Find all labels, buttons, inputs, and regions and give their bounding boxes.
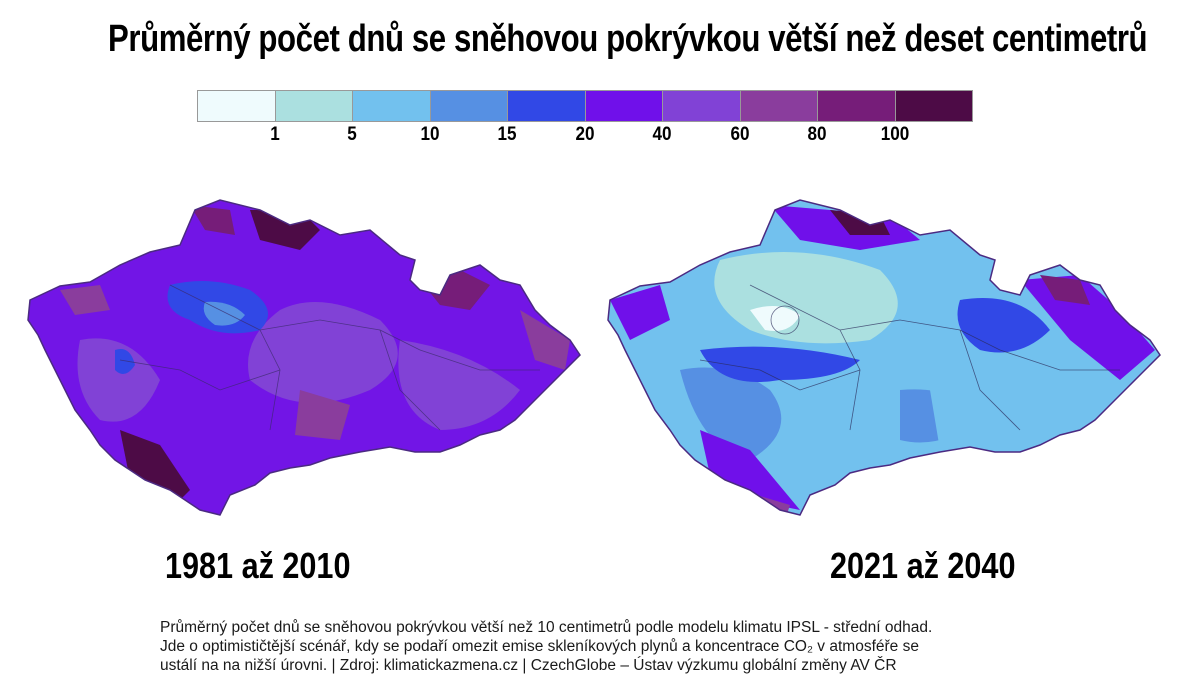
legend-swatch-0 (198, 91, 276, 121)
snow-zone-80 (60, 285, 110, 315)
period-label-2021-2040: 2021 až 2040 (830, 545, 1016, 586)
region-borders (699, 284, 1120, 431)
caption: Průměrný počet dnů se sněhovou pokrývkou… (160, 618, 1060, 675)
color-legend (197, 90, 973, 122)
caption-line: Průměrný počet dnů se sněhovou pokrývkou… (160, 619, 933, 636)
legend-swatch-3 (430, 91, 508, 121)
legend-swatch-1 (275, 91, 353, 121)
legend-swatch-4 (508, 91, 586, 121)
legend-label: 20 (575, 124, 595, 145)
snow-zone-80 (520, 310, 570, 370)
maps-area (0, 190, 1200, 530)
map-1981-2010 (27, 199, 581, 516)
snow-zone-60 (398, 340, 520, 430)
legend-label: 40 (652, 124, 672, 145)
snow-zone-10 (930, 380, 1020, 452)
snow-zone-40 (700, 430, 800, 510)
map-2021-2040 (607, 199, 1161, 516)
legend-labels: 1 5 10 15 20 40 60 80 100 (0, 124, 1200, 148)
snow-zone-15 (203, 301, 245, 326)
period-label-1981-2010: 1981 až 2010 (165, 545, 351, 586)
snow-zone-80 (190, 205, 235, 235)
legend-label: 5 (347, 124, 357, 145)
legend-label: 10 (420, 124, 440, 145)
snow-zone-60 (77, 338, 160, 422)
legend-swatch-8 (818, 91, 896, 121)
legend-label: 15 (497, 124, 517, 145)
caption-line: ustálí na na nižší úrovni. | Zdroj: klim… (160, 657, 897, 674)
snow-zone-40 (1020, 275, 1155, 380)
region-borders (119, 284, 540, 431)
legend-label: 100 (880, 124, 910, 145)
snow-zone-20 (115, 349, 135, 374)
snow-zone-80 (1040, 275, 1090, 305)
legend-swatch-7 (740, 91, 818, 121)
snow-zone-20 (700, 346, 860, 382)
legend-label: 80 (807, 124, 827, 145)
snow-zone-40 (610, 285, 670, 340)
snow-zone-100 (120, 430, 190, 510)
snow-zone-15 (680, 367, 782, 460)
snow-zone-20 (957, 298, 1050, 353)
legend-label: 60 (730, 124, 750, 145)
chart-title: Průměrný počet dnů se sněhovou pokrývkou… (108, 18, 1148, 60)
legend-label: 1 (270, 124, 280, 145)
legend-swatch-2 (353, 91, 431, 121)
legend-swatch-9 (895, 91, 972, 121)
caption-line: Jde o optimističtější scénář, kdy se pod… (160, 638, 919, 655)
legend-swatch-6 (663, 91, 741, 121)
legend-swatch-5 (585, 91, 663, 121)
snow-zone-80 (295, 390, 350, 440)
snow-zone-60 (248, 302, 398, 403)
snow-zone-1 (750, 306, 800, 331)
